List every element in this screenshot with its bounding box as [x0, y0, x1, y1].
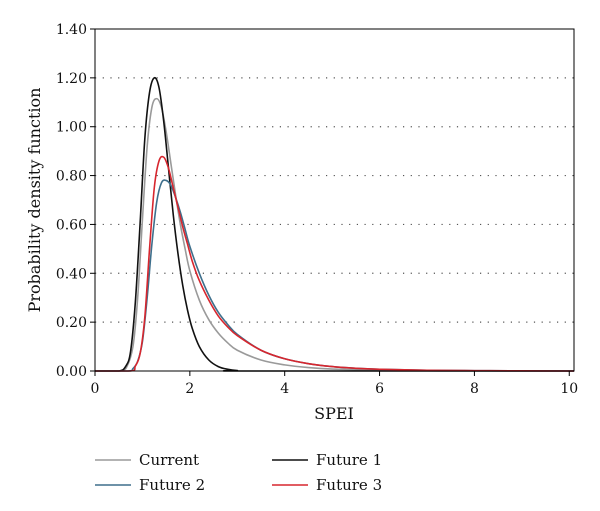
y-axis-ticks: 0.00 0.20 0.40 0.60 0.80 1.00 1.20 1.40: [56, 22, 95, 380]
legend-label-future-3: Future 3: [316, 476, 382, 494]
series-line-future-2: [94, 179, 575, 372]
y-tick-label: 0.00: [56, 364, 87, 380]
series-line-future-1: [94, 76, 574, 372]
y-axis-title: Probability density function: [25, 88, 44, 313]
legend-label-current: Current: [139, 451, 199, 469]
y-tick-label: 0.20: [56, 315, 87, 331]
x-axis-title: SPEI: [314, 404, 354, 423]
legend: Current Future 1 Future 2 Future 3: [95, 451, 382, 494]
x-axis-ticks: 0 2 4 6 8 10: [91, 371, 578, 397]
x-tick-label: 8: [470, 381, 479, 397]
x-tick-label: 0: [91, 381, 100, 397]
series-line-future-3: [94, 155, 575, 372]
x-tick-label: 2: [185, 381, 194, 397]
plot-area-frame: [94, 28, 575, 372]
y-tick-label: 1.00: [56, 120, 87, 136]
y-tick-label: 0.60: [56, 217, 87, 233]
y-tick-label: 0.40: [56, 266, 87, 282]
y-tick-label: 0.80: [56, 169, 87, 185]
series-line-current: [94, 97, 575, 372]
x-tick-label: 4: [280, 381, 289, 397]
y-tick-label: 1.20: [56, 71, 87, 87]
series-lines: [94, 76, 575, 372]
gridlines: [95, 77, 574, 323]
y-tick-label: 1.40: [56, 22, 87, 38]
x-tick-label: 10: [560, 381, 578, 397]
legend-label-future-2: Future 2: [139, 476, 205, 494]
x-tick-label: 6: [375, 381, 384, 397]
legend-label-future-1: Future 1: [316, 451, 382, 469]
